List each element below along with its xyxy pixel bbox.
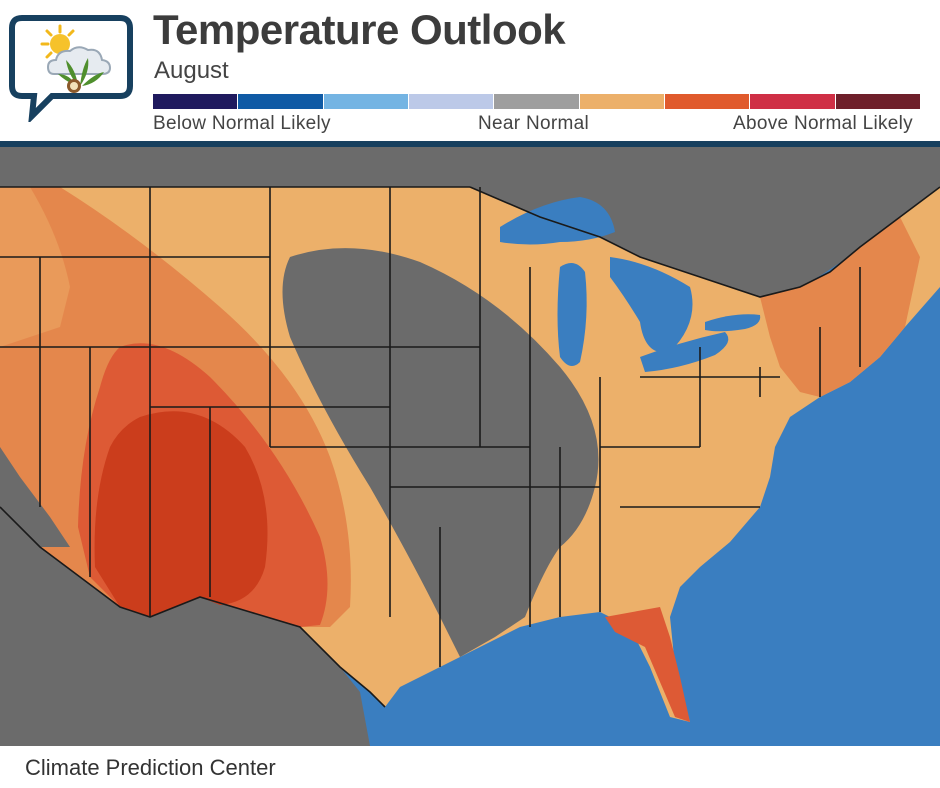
- legend-label-above: Above Normal Likely: [733, 113, 913, 134]
- above-moderate-northeast: [760, 217, 920, 397]
- near-normal-southwest-coast: [0, 447, 70, 547]
- legend-label-near: Near Normal: [478, 113, 589, 134]
- map-subtitle: August: [154, 57, 229, 84]
- legend-label-below: Below Normal Likely: [153, 113, 331, 134]
- above-core-southwest: [94, 411, 268, 617]
- color-legend: [153, 94, 920, 109]
- legend-swatch-below-moderate: [323, 94, 408, 109]
- legend-swatch-below-strong: [238, 94, 323, 109]
- legend-swatch-above-moderate: [664, 94, 750, 109]
- lake-ontario: [705, 314, 761, 332]
- header: Temperature Outlook August Below Normal …: [0, 0, 940, 142]
- weather-logo-icon: [9, 15, 133, 122]
- legend-swatch-above-slight: [579, 94, 664, 109]
- header-divider: [0, 141, 940, 147]
- lake-michigan: [557, 263, 587, 366]
- state-borders: [0, 186, 940, 708]
- legend-swatch-near-normal: [494, 94, 579, 109]
- near-normal-plains: [282, 248, 599, 657]
- outlook-map: [0, 147, 940, 746]
- above-strong-florida: [605, 607, 690, 722]
- lake-erie: [640, 332, 729, 372]
- legend-swatch-above-strong: [750, 94, 835, 109]
- legend-swatch-much-above: [835, 94, 920, 109]
- lake-huron: [610, 257, 693, 353]
- map-title: Temperature Outlook: [153, 6, 566, 53]
- legend-swatch-much-below: [153, 94, 238, 109]
- canada-land: [0, 147, 940, 297]
- legend-swatch-below-slight: [408, 94, 494, 109]
- above-light-edge: [0, 187, 70, 347]
- footer: Climate Prediction Center: [0, 746, 940, 788]
- source-credit: Climate Prediction Center: [25, 755, 276, 780]
- mexico-land: [0, 507, 370, 746]
